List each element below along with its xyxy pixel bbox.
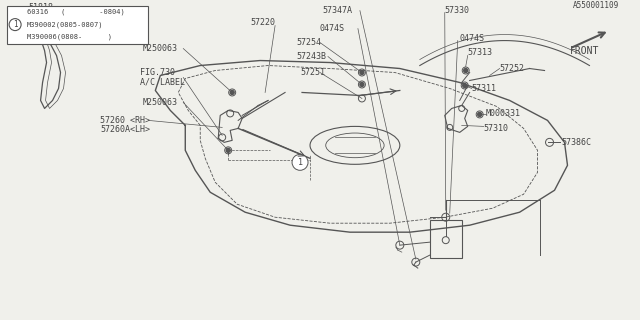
Text: 57260A<LH>: 57260A<LH> xyxy=(100,125,150,134)
Text: 57252: 57252 xyxy=(500,64,525,73)
Text: 57220: 57220 xyxy=(250,18,275,27)
Text: 57313: 57313 xyxy=(468,48,493,57)
Circle shape xyxy=(360,70,364,75)
FancyBboxPatch shape xyxy=(6,6,148,44)
Text: 57386C: 57386C xyxy=(561,138,591,147)
Circle shape xyxy=(463,84,467,87)
Text: 0474S: 0474S xyxy=(460,34,484,43)
Text: M390002(0805-0807): M390002(0805-0807) xyxy=(27,21,103,28)
Text: 57243B: 57243B xyxy=(296,52,326,61)
Text: 57254: 57254 xyxy=(296,38,321,47)
Text: M250063: M250063 xyxy=(142,98,177,107)
Circle shape xyxy=(464,68,468,73)
Text: ( -0805): ( -0805) xyxy=(22,12,63,21)
Circle shape xyxy=(226,148,230,152)
Text: M390006(0808-      ): M390006(0808- ) xyxy=(27,34,111,41)
Text: FIG.730: FIG.730 xyxy=(140,68,175,77)
Text: 51818: 51818 xyxy=(29,3,54,12)
Text: 57310: 57310 xyxy=(484,124,509,133)
Text: 0474S: 0474S xyxy=(320,24,345,33)
Text: A/C LABEL: A/C LABEL xyxy=(140,78,186,87)
Text: 57311: 57311 xyxy=(472,84,497,93)
Text: A550001109: A550001109 xyxy=(573,1,620,10)
Circle shape xyxy=(230,91,234,94)
Text: 60316   (        -0804): 60316 ( -0804) xyxy=(27,9,124,15)
Text: M250063: M250063 xyxy=(142,44,177,53)
Circle shape xyxy=(477,112,482,116)
Text: 57260 <RH>: 57260 <RH> xyxy=(100,116,150,125)
Text: 57330: 57330 xyxy=(445,6,470,15)
Text: 57251: 57251 xyxy=(300,68,325,77)
Text: FRONT: FRONT xyxy=(570,45,599,56)
Circle shape xyxy=(292,154,308,170)
Text: 1: 1 xyxy=(298,158,303,167)
Text: M000331: M000331 xyxy=(486,109,521,118)
Circle shape xyxy=(360,83,364,86)
Text: 57347A: 57347A xyxy=(322,6,352,15)
Text: 1: 1 xyxy=(13,20,17,29)
